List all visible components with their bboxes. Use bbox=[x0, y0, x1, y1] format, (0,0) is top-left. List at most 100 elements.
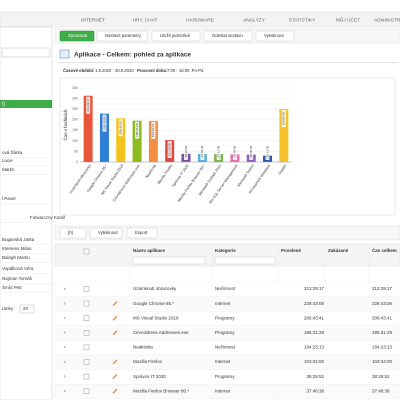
row-checkbox[interactable] bbox=[83, 388, 90, 394]
user-name[interactable]: Folwarczny Kamil bbox=[30, 215, 65, 220]
expand-arrow[interactable]: › bbox=[64, 316, 66, 322]
row-checkbox[interactable] bbox=[83, 330, 90, 336]
value-label-bg bbox=[151, 121, 156, 139]
value-label-bg bbox=[184, 143, 188, 160]
category: Programy bbox=[215, 315, 235, 320]
allowed-time: 103:34:00 bbox=[304, 359, 325, 364]
header-checkbox[interactable] bbox=[83, 248, 90, 255]
nav-item[interactable]: HRY, CHAT bbox=[133, 17, 158, 23]
divider bbox=[58, 62, 398, 63]
edit-icon[interactable] bbox=[112, 315, 118, 321]
row-checkbox[interactable] bbox=[83, 373, 90, 380]
table-tool-button[interactable] bbox=[126, 227, 158, 239]
page-size-select[interactable] bbox=[19, 304, 35, 314]
value-label: 37:48:38 bbox=[200, 145, 204, 157]
row-checkbox[interactable] bbox=[83, 315, 90, 321]
expand-arrow[interactable]: › bbox=[64, 301, 66, 307]
user-name[interactable]: Vopálková Věra bbox=[2, 266, 34, 271]
category: Nečinnost bbox=[215, 286, 236, 291]
column-header[interactable]: Název aplikace bbox=[133, 248, 166, 253]
y-tick-label: 350 bbox=[72, 86, 78, 90]
y-tick-label: 50 bbox=[74, 149, 78, 153]
value-label: 36:06:00 bbox=[233, 145, 237, 157]
expand-arrow[interactable]: › bbox=[64, 389, 66, 395]
filter-input[interactable] bbox=[132, 256, 206, 265]
column-header[interactable]: Zakázané bbox=[328, 248, 349, 253]
user-name[interactable]: Martin bbox=[2, 167, 15, 172]
expand-arrow[interactable]: › bbox=[64, 286, 66, 292]
table-tool-label: Vytisknout bbox=[98, 230, 118, 235]
total-time: 313:29:17 bbox=[372, 286, 393, 291]
total-time: 194:23:13 bbox=[372, 345, 393, 350]
table-tool-button[interactable] bbox=[89, 227, 123, 239]
edit-icon[interactable] bbox=[112, 388, 118, 394]
row-bg bbox=[54, 384, 400, 399]
user-name[interactable]: Buganská Jarka bbox=[2, 237, 35, 242]
nav-item[interactable]: STATISTIKY bbox=[289, 17, 317, 23]
row-checkbox[interactable] bbox=[83, 300, 90, 307]
row-checkbox[interactable] bbox=[83, 286, 90, 292]
user-name[interactable]: Lucie bbox=[2, 158, 13, 163]
sidebar-selected[interactable] bbox=[0, 100, 52, 108]
toolbar-button[interactable] bbox=[96, 30, 148, 42]
value-label-bg bbox=[249, 143, 254, 160]
category: Programy bbox=[215, 374, 235, 379]
x-tick-label: Ostatní bbox=[278, 164, 288, 176]
row-checkbox[interactable] bbox=[83, 359, 90, 365]
expand-arrow[interactable]: › bbox=[64, 359, 66, 365]
value-label: 313:29:17 bbox=[86, 98, 90, 112]
nav-item[interactable]: ANALÝZY bbox=[243, 16, 266, 23]
row-checkbox[interactable] bbox=[83, 344, 90, 351]
expand-arrow[interactable]: › bbox=[64, 374, 66, 380]
user-name[interactable]: l Pavel bbox=[2, 196, 16, 201]
allowed-time: 38:29:52 bbox=[306, 374, 324, 379]
table-tool-label: Export bbox=[135, 230, 148, 235]
sidebar-search[interactable] bbox=[1, 47, 51, 58]
column-header[interactable]: Kategorie bbox=[215, 248, 236, 253]
value-label-bg bbox=[200, 143, 205, 160]
app-name: Mozilla Firefox bbox=[133, 359, 163, 364]
user-name[interactable]: Balogh Martin bbox=[2, 255, 30, 260]
table-tool-button[interactable] bbox=[59, 227, 87, 239]
toolbar-button[interactable] bbox=[203, 30, 253, 42]
toolbar-button[interactable] bbox=[59, 30, 95, 42]
category: Nečinnost bbox=[215, 345, 236, 350]
y-axis-label: Čas v hodinách bbox=[62, 109, 68, 141]
y-tick-label: 300 bbox=[72, 96, 78, 100]
user-name[interactable]: Šmíd Petr bbox=[2, 284, 23, 290]
total-time: 38:29:52 bbox=[372, 374, 390, 379]
app-name: Mozilla Firefox Browser 80.* bbox=[133, 388, 189, 393]
nav-item[interactable]: INTERNET bbox=[81, 17, 105, 23]
toolbar-button[interactable] bbox=[255, 30, 295, 42]
nav-item[interactable]: HARDWARE bbox=[186, 17, 214, 23]
user-name[interactable]: Klemens Milan bbox=[2, 246, 32, 251]
y-tick-label: 100 bbox=[72, 139, 78, 143]
app-name: Uzamknutí obrazovky bbox=[133, 286, 177, 291]
edit-icon[interactable] bbox=[112, 301, 118, 307]
total-time: 206:43:41 bbox=[372, 315, 393, 320]
edit-icon[interactable] bbox=[112, 374, 118, 380]
filter-input[interactable] bbox=[214, 256, 276, 265]
chart-box bbox=[59, 77, 396, 216]
value-label: 37:12:00 bbox=[216, 145, 220, 157]
allowed-time: 37:48:38 bbox=[306, 388, 324, 393]
edit-icon[interactable] bbox=[112, 359, 118, 365]
expand-arrow[interactable]: › bbox=[64, 345, 66, 351]
expand-arrow[interactable]: › bbox=[64, 330, 66, 336]
nav-item[interactable]: MŮJ ÚČET bbox=[336, 16, 360, 23]
user-name[interactable]: ová Šárka bbox=[2, 149, 23, 155]
nav-item[interactable]: ADMINISTRACE bbox=[374, 17, 400, 23]
edit-icon[interactable] bbox=[112, 330, 118, 336]
bar bbox=[116, 118, 126, 162]
value-label-bg bbox=[281, 110, 286, 128]
allowed-time: 195:31:29 bbox=[304, 330, 325, 335]
toolbar-button[interactable] bbox=[151, 30, 201, 42]
allowed-time: 206:43:41 bbox=[304, 315, 325, 320]
column-header[interactable]: Čas celkem bbox=[372, 247, 397, 253]
user-name[interactable]: Najman Tomáš bbox=[2, 276, 33, 281]
value-label: 195:31:29 bbox=[135, 123, 139, 137]
bar bbox=[83, 95, 93, 162]
column-header[interactable]: Povolené bbox=[281, 248, 302, 253]
value-label: 38:29:52 bbox=[184, 145, 188, 157]
